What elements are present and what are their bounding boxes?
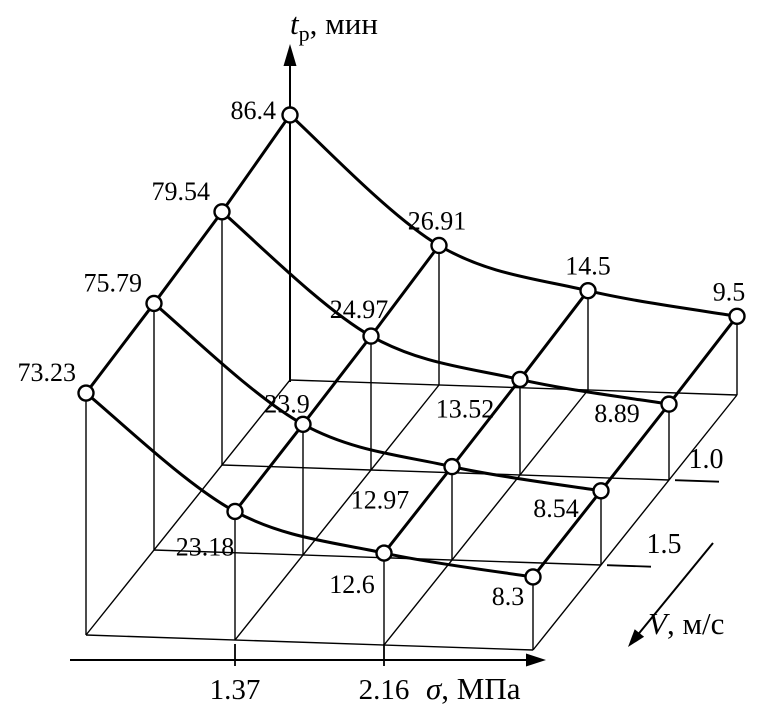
point-value-label: 75.79 (84, 268, 143, 297)
point-value-label: 24.97 (330, 295, 389, 324)
z-axis-label: tp, мин (290, 6, 378, 46)
point-value-label: 26.91 (408, 206, 467, 235)
base-grid-line-column (532, 394, 738, 651)
data-point-circle (362, 327, 380, 345)
point-value-label: 12.6 (329, 570, 375, 599)
point-value-label: 8.3 (492, 582, 525, 611)
v-axis-tick (674, 479, 720, 483)
v-axis-arrowhead (628, 629, 645, 647)
x-axis-arrowhead (526, 653, 546, 667)
row-curve (152, 301, 603, 493)
mesh-layer: 86.4 26.91 14.5 9.5 79.54 24.97 13.52 8.89 75.79… (18, 96, 746, 651)
point-value-label: 73.23 (18, 358, 77, 387)
v-axis-line (635, 542, 714, 638)
data-point-circle (511, 370, 529, 389)
point-value-label: 23.9 (264, 389, 310, 418)
axis-ticks-layer: 1.37 2.161.01.5 (210, 444, 724, 706)
base-grid-line-column (383, 389, 589, 646)
v-axis-tick (606, 564, 652, 568)
data-point-circle (294, 415, 312, 433)
data-point-circle (592, 482, 610, 500)
data-point-circle (213, 203, 231, 221)
v-axis-var: V (648, 606, 670, 641)
z-axis-arrowhead (283, 44, 297, 66)
x-axis-var: σ (426, 671, 443, 706)
data-point-circle (660, 395, 678, 413)
data-point-circle (579, 282, 597, 300)
x-axis-label: σ, МПа (426, 671, 521, 706)
column-line (382, 289, 590, 555)
base-grid-line-row (85, 634, 534, 651)
v-axis-units: , м/с (667, 606, 725, 641)
data-point-circle (443, 457, 461, 476)
row-curve (288, 113, 739, 318)
point-value-label: 8.54 (533, 494, 579, 523)
row-curve (220, 210, 671, 406)
column-line (531, 314, 739, 579)
v-axis-tick-label: 1.5 (647, 529, 682, 560)
data-point-circle (77, 384, 95, 402)
x-axis-tick-label: 1.37 (210, 674, 261, 706)
z-axis-var: t (290, 6, 300, 41)
data-point-circle (430, 236, 448, 255)
base-grid-line-column (85, 379, 291, 636)
data-point-circle (226, 502, 244, 521)
data-point-circle (728, 307, 746, 326)
point-value-label: 9.5 (713, 277, 746, 306)
v-axis-label: V, м/с (648, 606, 724, 641)
x-axis-units: , МПа (441, 671, 520, 706)
base-grid-line-column (234, 384, 440, 641)
data-point-circle (145, 294, 163, 313)
point-value-label: 79.54 (152, 177, 211, 206)
column-line (233, 243, 441, 513)
z-axis-subscript: p (299, 21, 310, 46)
point-value-label: 12.97 (351, 486, 410, 515)
point-value-label: 14.5 (565, 252, 611, 281)
data-point-circle (375, 544, 393, 562)
axes-layer: tp, мин σ, МПа V, м/с (70, 6, 724, 706)
point-value-label: 13.52 (436, 394, 495, 423)
data-point-circle (281, 106, 299, 124)
column-line (84, 113, 292, 395)
point-value-label: 86.4 (231, 96, 277, 125)
x-axis-tick-label: 2.16 (359, 674, 410, 706)
data-point-circle (524, 568, 542, 586)
point-value-label: 8.89 (594, 399, 640, 428)
point-value-label: 23.18 (176, 532, 235, 561)
z-axis-units: , мин (310, 6, 378, 41)
row-curve (84, 391, 535, 579)
